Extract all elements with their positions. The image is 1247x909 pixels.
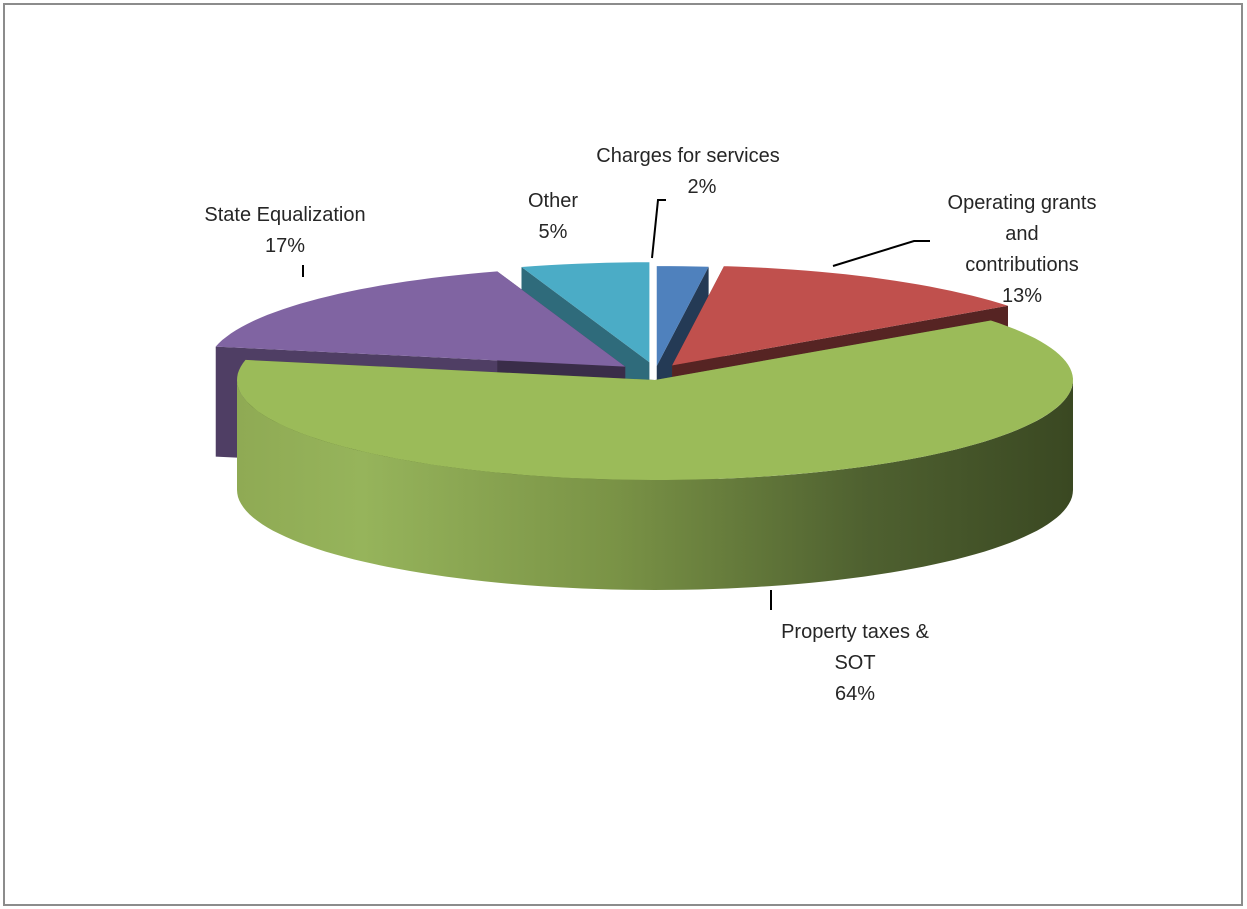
label-percent: 13% [1001, 285, 1043, 307]
slice-outer-wall [237, 380, 1073, 590]
leader-charges [651, 199, 666, 259]
slice-top [672, 266, 1008, 366]
label-percent: 64% [834, 683, 876, 705]
slice-property-taxes-sot [237, 320, 1073, 590]
label-name: Charges for services [596, 145, 780, 167]
label-percent: 17% [264, 235, 306, 257]
slice-top [215, 271, 626, 367]
label-line-1: Operating grants [947, 192, 1097, 214]
slice-top [237, 320, 1073, 480]
label-line-2: and [1005, 223, 1039, 245]
label-name: Other [527, 190, 579, 212]
label-property-taxes: Property taxes & SOT 64% [781, 617, 929, 710]
slice-top [656, 266, 709, 367]
label-operating-grants: Operating grants and contributions 13% [948, 188, 1097, 312]
label-line-1: Property taxes & [781, 621, 929, 643]
label-name: State Equalization [204, 204, 366, 226]
label-percent: 2% [687, 176, 717, 198]
label-other: Other 5% [528, 186, 578, 248]
slice-top [521, 262, 650, 363]
label-state-equalization: State Equalization 17% [204, 200, 365, 262]
label-charges-for-services: Charges for services 2% [596, 141, 779, 203]
label-line-3: contributions [965, 254, 1079, 276]
label-line-2: SOT [834, 652, 876, 674]
leader-operating [832, 240, 930, 267]
label-percent: 5% [538, 221, 568, 243]
